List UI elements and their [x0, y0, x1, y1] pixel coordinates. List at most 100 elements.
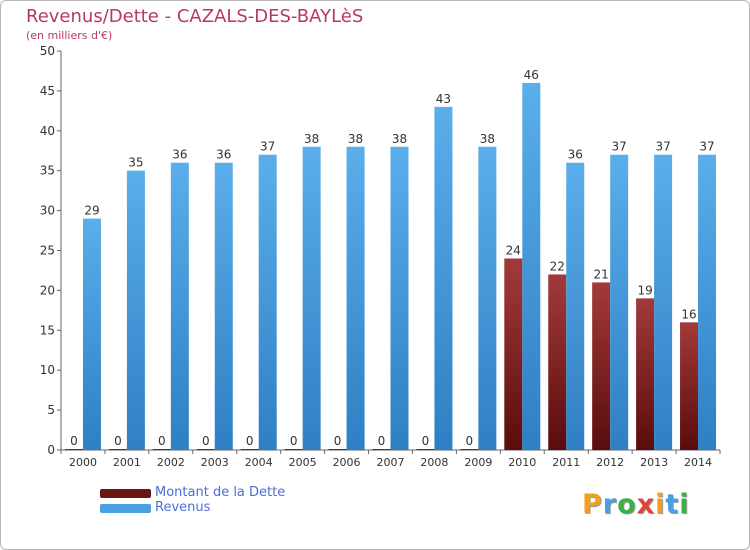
bar-debt	[460, 449, 479, 450]
data-label-revenue: 36	[568, 148, 583, 162]
legend-swatch-debt	[100, 489, 151, 498]
x-tick-label: 2010	[508, 456, 536, 469]
bar-revenue	[126, 170, 145, 450]
bar-revenue	[698, 154, 717, 451]
x-tick-label: 2014	[684, 456, 712, 469]
bar-debt	[108, 449, 127, 450]
y-tick-label: 30	[40, 204, 55, 218]
bar-debt	[680, 322, 699, 450]
y-tick-label: 10	[40, 363, 55, 377]
x-tick-label: 2005	[289, 456, 317, 469]
legend-swatch-revenue	[100, 504, 151, 513]
data-label-debt: 0	[158, 434, 166, 448]
y-tick-label: 25	[40, 244, 55, 258]
bar-debt	[328, 449, 347, 450]
bar-revenue	[346, 146, 365, 450]
chart-subtitle: (en milliers d'€)	[26, 29, 113, 42]
proxiti-logo: Proxiti	[582, 489, 690, 520]
data-label-revenue: 36	[172, 148, 187, 162]
bar-revenue	[522, 82, 541, 451]
data-label-revenue: 38	[348, 132, 363, 146]
data-label-debt: 24	[506, 243, 521, 257]
bar-revenue	[302, 146, 321, 450]
data-label-debt: 22	[550, 259, 565, 273]
x-tick-label: 2002	[157, 456, 185, 469]
bar-revenue	[390, 146, 409, 450]
logo-letter: x	[636, 489, 656, 520]
bar-revenue	[434, 106, 453, 451]
data-label-revenue: 36	[216, 148, 231, 162]
logo-letter: r	[602, 489, 618, 520]
legend-item-revenue: Revenus	[100, 500, 360, 516]
data-label-revenue: 38	[392, 132, 407, 146]
bar-debt	[416, 449, 435, 450]
bar-debt	[196, 449, 215, 450]
logo-letter: t	[665, 489, 680, 520]
y-tick-label: 40	[40, 124, 55, 138]
bar-revenue	[566, 162, 585, 450]
bar-revenue	[654, 154, 673, 451]
x-tick-label: 2009	[464, 456, 492, 469]
data-label-debt: 0	[70, 434, 78, 448]
bar-debt	[240, 449, 259, 450]
data-label-revenue: 38	[304, 132, 319, 146]
x-tick-label: 2000	[69, 456, 97, 469]
x-tick-label: 2007	[377, 456, 405, 469]
data-label-debt: 0	[334, 434, 342, 448]
data-label-revenue: 37	[260, 140, 275, 154]
y-tick-label: 0	[47, 443, 55, 457]
y-tick-label: 15	[40, 323, 55, 337]
logo-letter: i	[655, 489, 666, 520]
legend-label-debt: Montant de la Dette	[155, 485, 286, 500]
legend: Montant de la Dette Revenus	[100, 485, 360, 516]
y-tick-label: 20	[40, 283, 55, 297]
x-tick-label: 2003	[201, 456, 229, 469]
logo-letter: o	[617, 489, 637, 520]
bar-revenue	[258, 154, 277, 451]
data-label-debt: 0	[378, 434, 386, 448]
bar-debt	[504, 258, 523, 450]
bar-debt	[372, 449, 391, 450]
chart-title: Revenus/Dette - CAZALS-DES-BAYLèS	[26, 6, 364, 27]
x-tick-label: 2011	[552, 456, 580, 469]
bar-debt	[284, 449, 303, 450]
data-label-debt: 19	[637, 283, 652, 297]
legend-item-debt: Montant de la Dette	[100, 485, 360, 501]
x-tick-label: 2004	[245, 456, 273, 469]
data-label-revenue: 38	[480, 132, 495, 146]
data-label-debt: 0	[202, 434, 210, 448]
y-tick-label: 45	[40, 84, 55, 98]
bar-debt	[592, 282, 611, 450]
data-label-debt: 0	[114, 434, 122, 448]
data-label-revenue: 29	[84, 204, 99, 218]
x-tick-label: 2006	[333, 456, 361, 469]
bar-revenue	[610, 154, 629, 451]
data-label-revenue: 37	[612, 140, 627, 154]
data-label-debt: 0	[466, 434, 474, 448]
bar-revenue	[478, 146, 497, 450]
y-tick-label: 5	[47, 403, 55, 417]
data-label-debt: 0	[422, 434, 430, 448]
bar-revenue	[82, 218, 101, 450]
data-label-revenue: 37	[699, 140, 714, 154]
y-tick-label: 35	[40, 164, 55, 178]
x-tick-label: 2008	[420, 456, 448, 469]
bar-debt	[636, 298, 655, 450]
x-tick-label: 2001	[113, 456, 141, 469]
bar-revenue	[170, 162, 189, 450]
bar-debt	[64, 449, 83, 450]
data-label-debt: 16	[681, 307, 696, 321]
legend-label-revenue: Revenus	[155, 500, 211, 515]
logo-letter: i	[679, 489, 690, 520]
data-label-revenue: 37	[655, 140, 670, 154]
data-label-debt: 0	[290, 434, 298, 448]
logo-letter: P	[582, 489, 603, 520]
data-label-revenue: 46	[524, 68, 539, 82]
data-label-revenue: 43	[436, 92, 451, 106]
data-label-debt: 21	[594, 267, 609, 281]
x-tick-label: 2013	[640, 456, 668, 469]
bar-debt	[548, 274, 567, 450]
y-tick-label: 50	[40, 44, 55, 58]
data-label-debt: 0	[246, 434, 254, 448]
